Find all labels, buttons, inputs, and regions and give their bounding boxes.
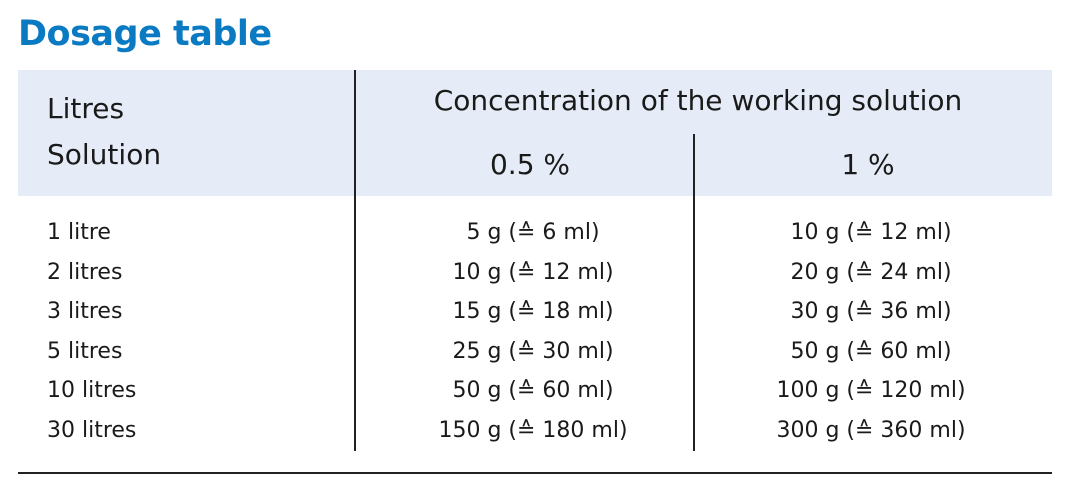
row-label: 5 litres (47, 338, 123, 364)
page-title: Dosage table (18, 14, 272, 54)
dosage-cell: 300 g (≙ 360 ml) (776, 417, 966, 443)
dosage-cell: 25 g (≙ 30 ml) (452, 338, 614, 364)
bottom-rule (18, 472, 1052, 474)
dosage-cell: 50 g (≙ 60 ml) (790, 338, 952, 364)
dosage-cell: 30 g (≙ 36 ml) (790, 299, 952, 324)
column-divider (693, 134, 695, 451)
group-header: Concentration of the working solution (433, 84, 963, 117)
row-label: 1 litre (47, 220, 111, 245)
column-header: 0.5 % (489, 148, 571, 181)
dosage-cell: 15 g (≙ 18 ml) (452, 299, 614, 324)
dosage-cell: 5 g (≙ 6 ml) (466, 220, 600, 245)
dosage-cell: 10 g (≙ 12 ml) (452, 259, 614, 285)
row-label: 10 litres (47, 378, 137, 403)
header-band (18, 70, 1052, 196)
dosage-cell: 20 g (≙ 24 ml) (790, 259, 952, 285)
dosage-cell: 50 g (≙ 60 ml) (452, 378, 614, 403)
corner-header: Solution (47, 138, 162, 171)
column-header: 1 % (841, 148, 895, 181)
row-label: 2 litres (47, 259, 123, 285)
row-label: 30 litres (47, 417, 137, 443)
row-label: 3 litres (47, 299, 123, 324)
dosage-cell: 150 g (≙ 180 ml) (438, 417, 628, 443)
corner-header: Litres (47, 92, 125, 125)
dosage-cell: 100 g (≙ 120 ml) (776, 378, 966, 403)
dosage-cell: 10 g (≙ 12 ml) (790, 220, 952, 245)
column-divider (354, 70, 356, 451)
